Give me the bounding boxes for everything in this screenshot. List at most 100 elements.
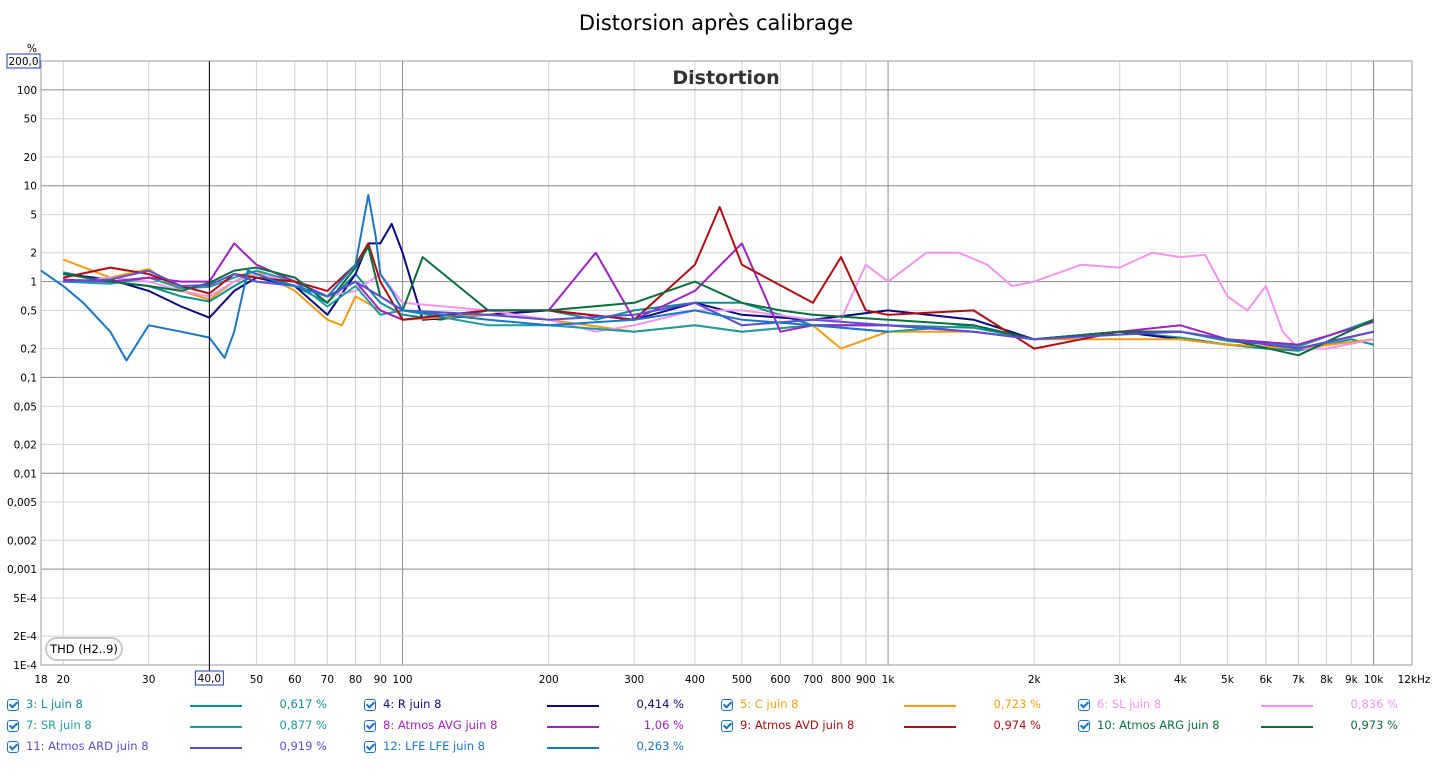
legend-item[interactable]: 10: Atmos ARG juin 8 0,973 % [1078,717,1408,737]
x-tick-label: 5k [1221,674,1235,686]
legend-value: 0,973 % [1350,718,1398,732]
legend-item[interactable]: 9: Atmos AVD juin 8 0,974 % [721,717,1051,737]
x-tick-label: 8k [1320,674,1334,686]
legend-swatch [904,726,956,728]
legend-swatch [904,705,956,707]
legend-value: 0,617 % [279,697,327,711]
x-tick-label: 100 [393,674,413,686]
legend-checkbox[interactable] [1078,699,1090,711]
measure-type-badge[interactable]: THD (H2..9) [45,637,123,661]
series-line-9 [63,269,1374,350]
y-tick-label: 50 [24,114,37,126]
plot-inner-title: Distortion [672,67,779,89]
series-line-10 [40,194,889,362]
legend-item[interactable]: 12: LFE LFE juin 8 0,263 % [364,738,694,758]
x-tick-label: 50 [250,674,263,686]
legend-checkbox[interactable] [721,699,733,711]
x-tick-label: 7k [1292,674,1306,686]
legend-value: 0,414 % [636,697,684,711]
x-tick-label: 900 [856,674,876,686]
x-tick-label: 6k [1259,674,1273,686]
legend-swatch [547,747,599,749]
x-tick-label: 700 [803,674,823,686]
legend-series-name: 10: Atmos ARG juin 8 [1097,718,1220,732]
y-tick-label: 2E-4 [13,631,37,643]
legend-checkbox[interactable] [364,720,376,732]
y-axis-ticks: 100 50 20 10 5 2 1 0,5 0,2 0,1 0,05 0,02 0,01 0,005 0,… [7,85,37,672]
y-cursor-label: 200,0 [8,56,38,68]
legend-checkbox[interactable] [7,720,19,732]
y-tick-label: 0,001 [7,564,37,576]
y-tick-label: 1E-4 [13,660,37,672]
x-axis-ticks: 18 20 30 50 60 70 80 90 100 200 300 400 500 600 700 800… [34,674,1431,686]
legend-series-name: 3: L juin 8 [26,697,83,711]
x-tick-label: 18 [34,674,47,686]
legend-value: 1,06 % [643,718,684,732]
legend-swatch [547,705,599,707]
y-tick-label: 0,002 [7,535,37,547]
x-cursor-readout: 40,0 [194,670,224,686]
legend-series-name: 7: SR juin 8 [26,718,92,732]
y-tick-label: 0,1 [20,372,37,384]
x-tick-label: 600 [770,674,790,686]
legend-series-name: 12: LFE LFE juin 8 [383,739,485,753]
legend-item[interactable]: 8: Atmos AVG juin 8 1,06 % [364,717,694,737]
x-tick-label: 400 [685,674,705,686]
y-tick-label: 1 [30,277,37,289]
legend-item[interactable]: 6: SL juin 8 0,836 % [1078,696,1408,716]
y-tick-label: 0,02 [14,439,37,451]
y-tick-label: 0,5 [20,305,37,317]
y-tick-label: 0,005 [7,497,37,509]
legend-value: 0,263 % [636,739,684,753]
legend-checkbox[interactable] [721,720,733,732]
legend-value: 0,723 % [993,697,1041,711]
legend-item[interactable]: 4: R juin 8 0,414 % [364,696,694,716]
x-tick-label: 10k [1364,674,1384,686]
legend-swatch [190,726,242,728]
legend-value: 0,919 % [279,739,327,753]
y-tick-label: 5E-4 [13,593,37,605]
legend-item[interactable]: 5: C juin 8 0,723 % [721,696,1051,716]
x-tick-label: 30 [142,674,155,686]
legend-series-name: 11: Atmos ARD juin 8 [26,739,149,753]
chart-canvas: Distorsion après calibrage Distortion % … [6,11,1431,686]
legend-swatch [190,705,242,707]
legend: 3: L juin 8 0,617 % 4: R juin 8 0,414 % 5: C… [0,694,1433,778]
y-cursor-readout: 200,0 [6,53,41,69]
x-tick-label: 9k [1345,674,1359,686]
legend-checkbox[interactable] [7,699,19,711]
x-tick-label: 1k [882,674,896,686]
series-lines [40,194,1375,362]
x-tick-label: 4k [1174,674,1188,686]
legend-series-name: 5: C juin 8 [740,697,799,711]
x-tick-label: 60 [288,674,301,686]
legend-swatch [1261,705,1313,707]
legend-checkbox[interactable] [364,741,376,753]
plot-frame [40,60,1413,666]
y-tick-label: 0,05 [14,401,37,413]
legend-checkbox[interactable] [364,699,376,711]
y-tick-label: 0,01 [14,468,37,480]
legend-swatch [547,726,599,728]
x-tick-label: 2k [1028,674,1042,686]
legend-series-name: 6: SL juin 8 [1097,697,1162,711]
legend-series-name: 4: R juin 8 [383,697,442,711]
series-line-7 [62,206,1374,350]
legend-item[interactable]: 3: L juin 8 0,617 % [7,696,337,716]
series-line-2 [63,222,1374,350]
x-tick-label: 80 [349,674,362,686]
x-tick-label: 90 [374,674,387,686]
legend-checkbox[interactable] [1078,720,1090,732]
x-tick-label: 70 [321,674,334,686]
y-tick-label: 2 [30,248,37,260]
y-tick-label: 5 [30,210,37,222]
x-tick-label: 200 [539,674,559,686]
x-cursor-label: 40,0 [198,673,221,685]
legend-checkbox[interactable] [7,741,19,753]
legend-value: 0,877 % [279,718,327,732]
x-tick-label: 12kHz [1398,674,1431,686]
legend-series-name: 9: Atmos AVD juin 8 [740,718,855,732]
legend-item[interactable]: 7: SR juin 8 0,877 % [7,717,337,737]
x-tick-label: 20 [57,674,70,686]
legend-item[interactable]: 11: Atmos ARD juin 8 0,919 % [7,738,337,758]
